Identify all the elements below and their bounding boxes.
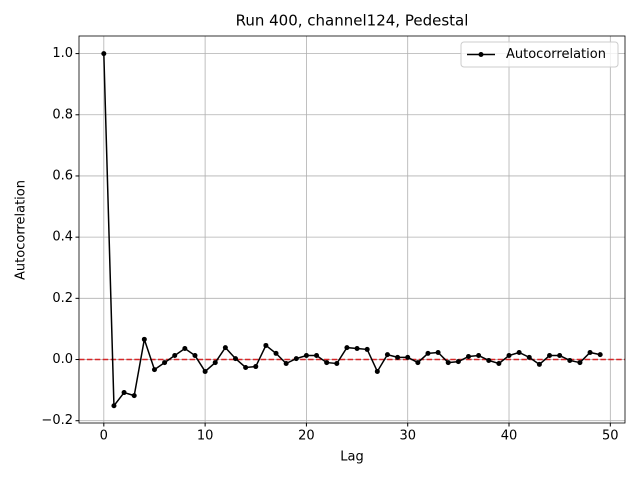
data-point [577, 360, 583, 366]
x-tick-label: 0 [100, 429, 108, 444]
y-tick-label: 0.4 [52, 230, 73, 245]
data-point [506, 353, 512, 359]
x-tick-label: 20 [298, 429, 315, 444]
data-point [516, 349, 522, 355]
data-point [557, 353, 563, 359]
data-point [405, 354, 411, 360]
data-point [344, 345, 350, 351]
data-point [101, 51, 107, 57]
chart-title: Run 400, channel124, Pedestal [236, 12, 469, 30]
data-point [202, 368, 208, 374]
x-tick-label: 40 [501, 429, 518, 444]
data-point [121, 390, 127, 396]
data-point [172, 353, 178, 359]
data-point [334, 360, 340, 366]
data-point [364, 346, 370, 352]
data-point [233, 356, 239, 362]
data-point [243, 364, 249, 370]
data-point [374, 368, 380, 374]
data-point [496, 360, 502, 366]
data-point [354, 346, 360, 352]
data-line [103, 53, 601, 408]
data-point [212, 360, 218, 366]
x-tick-label: 30 [399, 429, 416, 444]
y-axis-label: Autocorrelation [14, 180, 29, 280]
data-point [486, 357, 492, 363]
data-point [141, 336, 147, 342]
plot-frame [78, 35, 626, 424]
data-point [162, 360, 168, 366]
data-point [526, 354, 532, 360]
data-point [435, 349, 441, 355]
data-point [465, 353, 471, 359]
data-point [303, 353, 309, 359]
data-point [536, 361, 542, 367]
data-point [293, 356, 299, 362]
data-point [547, 353, 553, 359]
y-tick-label: −0.2 [41, 413, 73, 428]
data-point [253, 364, 259, 370]
y-tick-label: 1.0 [52, 46, 73, 61]
data-point [445, 360, 451, 366]
data-point [384, 352, 390, 358]
data-point [455, 359, 461, 365]
data-point [425, 350, 431, 356]
legend-marker [478, 52, 484, 57]
data-point [283, 360, 289, 366]
data-point [131, 393, 137, 399]
data-point [597, 352, 603, 358]
data-point [567, 357, 573, 363]
data-point [222, 345, 228, 351]
data-point [182, 346, 188, 352]
data-point [587, 349, 593, 355]
data-point [415, 360, 421, 366]
data-point [111, 403, 117, 409]
data-point [476, 353, 482, 359]
x-tick-label: 50 [602, 429, 619, 444]
y-tick-label: 0.0 [52, 352, 73, 367]
data-point [151, 367, 157, 373]
legend-label: Autocorrelation [506, 47, 606, 62]
data-point [273, 350, 279, 356]
data-point [324, 360, 330, 366]
y-tick-label: 0.6 [52, 168, 73, 183]
legend-box [460, 41, 619, 68]
x-axis-label: Lag [340, 450, 363, 465]
y-tick-label: 0.8 [52, 107, 73, 122]
x-tick-label: 10 [197, 429, 214, 444]
y-tick-label: 0.2 [52, 291, 73, 306]
data-point [314, 353, 320, 359]
data-point [395, 354, 401, 360]
data-point [263, 342, 269, 348]
data-point [192, 353, 198, 359]
